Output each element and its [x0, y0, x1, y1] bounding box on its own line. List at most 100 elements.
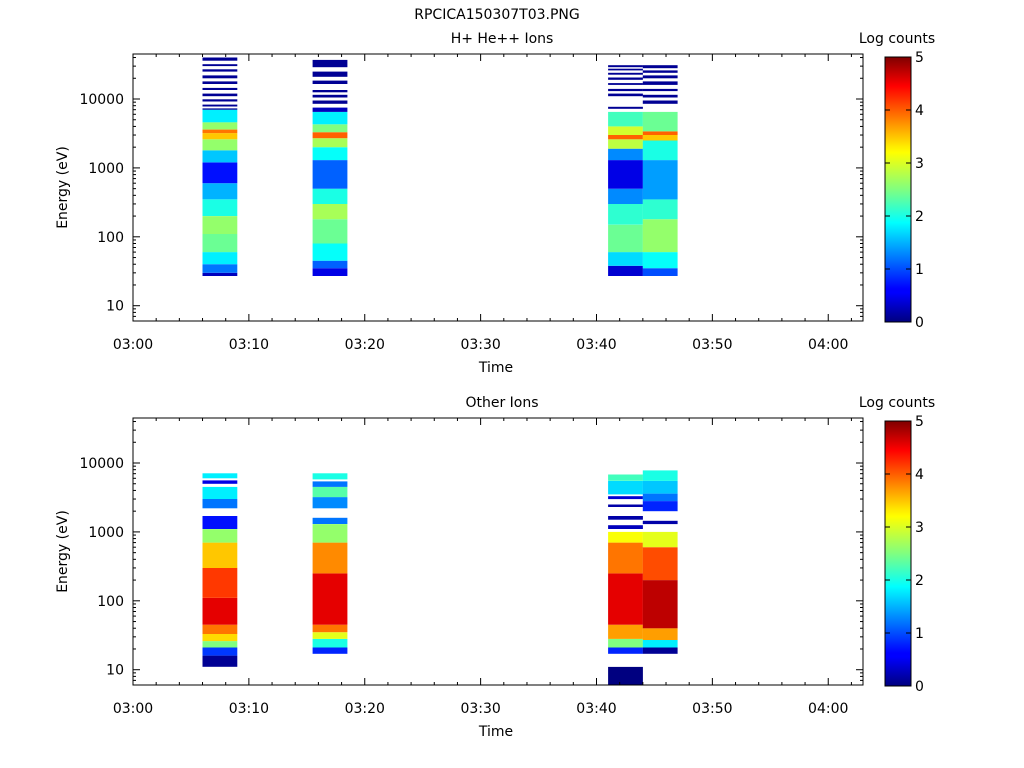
heatmap-cell — [642, 160, 678, 200]
heatmap-cell — [312, 243, 348, 261]
heatmap-cell — [642, 219, 678, 253]
heatmap-cell — [608, 65, 643, 68]
heatmap-cell — [642, 199, 678, 220]
heatmap-cell — [608, 265, 643, 276]
y-tick-label: 1000 — [88, 525, 124, 541]
heatmap-cell — [642, 140, 678, 161]
heatmap-cell — [202, 529, 238, 543]
heatmap-cell — [312, 138, 348, 148]
heatmap-cell — [312, 486, 348, 498]
heatmap-cell — [642, 100, 678, 104]
heatmap-cell — [642, 628, 678, 640]
x-tick-label: 04:00 — [808, 701, 848, 717]
panel-h-he-ions: 03:00 03:10 03:20 03:30 03:40 03:50 04:0010100… — [55, 31, 935, 376]
heatmap-cell — [202, 57, 238, 61]
heatmap-cell — [642, 493, 678, 502]
heatmap-cell — [312, 132, 348, 139]
heatmap-cell — [642, 94, 678, 98]
colorbar: 0 1 2 3 4 5 Log counts — [859, 31, 935, 331]
heatmap-cell — [202, 641, 238, 648]
heatmap-cell — [608, 203, 643, 225]
heatmap-cell — [608, 647, 643, 654]
colorbar-tick-label: 0 — [915, 679, 924, 695]
x-tick-label: 04:00 — [808, 337, 848, 353]
heatmap-cell — [202, 81, 238, 84]
heatmap-cell — [608, 666, 643, 685]
heatmap-cell — [202, 162, 238, 184]
heatmap-cell — [642, 470, 678, 481]
x-tick-label: 03:10 — [229, 701, 269, 717]
heatmap-cell — [608, 531, 643, 543]
heatmap-cell — [202, 133, 238, 140]
heatmap-cell — [608, 638, 643, 648]
x-tick-label: 03:50 — [692, 337, 732, 353]
heatmap-cell — [312, 147, 348, 161]
heatmap-cell — [312, 80, 348, 84]
heatmap-cell — [642, 268, 678, 276]
heatmap-cell — [642, 640, 678, 648]
y-axis-label: Energy (eV) — [55, 146, 71, 229]
x-tick-label: 03:30 — [460, 701, 500, 717]
heatmap-cell — [608, 139, 643, 149]
heatmap-cell — [202, 480, 238, 484]
plot-frame — [132, 417, 864, 686]
heatmap-cell — [642, 531, 678, 548]
heatmap-cell — [312, 59, 348, 68]
y-tick-label: 100 — [97, 594, 124, 610]
heatmap-cell — [202, 598, 238, 625]
heatmap-cell — [642, 135, 678, 141]
heatmap-cell — [312, 107, 348, 112]
heatmap-cell — [202, 516, 238, 529]
y-tick-label: 10000 — [79, 456, 124, 472]
heatmap-cell — [312, 524, 348, 543]
heatmap-cell — [608, 135, 643, 140]
x-tick-label: 03:00 — [113, 701, 153, 717]
heatmap-cell — [642, 131, 678, 135]
heatmap-cell — [608, 160, 643, 189]
panel-other-ions: 03:00 03:10 03:20 03:30 03:40 03:50 04:0010100… — [55, 395, 935, 740]
heatmap-cell — [642, 647, 678, 654]
heatmap-cell — [202, 234, 238, 253]
heatmap-cell — [202, 499, 238, 509]
heatmap-cell — [312, 124, 348, 133]
panel-title: Other Ions — [465, 395, 538, 411]
heatmap-cell — [608, 77, 643, 80]
colorbar-tick-label: 2 — [915, 209, 924, 225]
heatmap-cell — [608, 106, 643, 109]
heatmap-cell — [608, 72, 643, 75]
heatmap-cell — [642, 75, 678, 79]
colorbar-label: Log counts — [859, 395, 935, 411]
heatmap-cell — [202, 129, 238, 134]
heatmap-cell — [608, 224, 643, 253]
heatmap-cell — [312, 268, 348, 276]
heatmap-cell — [642, 81, 678, 85]
colorbar: 0 1 2 3 4 5 Log counts — [859, 395, 935, 695]
heatmap-cell — [312, 203, 348, 220]
colorbar-gradient — [884, 56, 912, 323]
x-tick-label: 03:00 — [113, 337, 153, 353]
colorbar-tick-label: 3 — [915, 156, 924, 172]
heatmap-cell — [608, 474, 643, 481]
x-axis-label: Time — [478, 724, 513, 740]
heatmap-cell — [202, 486, 238, 499]
x-tick-label: 03:40 — [576, 701, 616, 717]
heatmap-cell — [642, 252, 678, 269]
heatmap-cell — [312, 542, 348, 574]
heatmap-cell — [312, 94, 348, 98]
heatmap-cell — [312, 100, 348, 104]
heatmap-cell — [312, 160, 348, 189]
heatmap-cell — [608, 542, 643, 574]
heatmap-cell — [202, 542, 238, 568]
x-tick-label: 03:30 — [460, 337, 500, 353]
heatmap-cell — [312, 497, 348, 509]
heatmap-cell — [312, 647, 348, 654]
heatmap-cell — [312, 219, 348, 244]
heatmap-cell — [202, 109, 238, 123]
heatmap-cell — [608, 504, 643, 507]
colorbar-tick-label: 5 — [915, 50, 924, 66]
x-tick-label: 03:50 — [692, 701, 732, 717]
heatmap-cell — [202, 108, 238, 110]
heatmap-cell — [608, 83, 643, 85]
figure-title: RPCICA150307T03.PNG — [414, 7, 579, 23]
heatmap-cell — [202, 104, 238, 107]
